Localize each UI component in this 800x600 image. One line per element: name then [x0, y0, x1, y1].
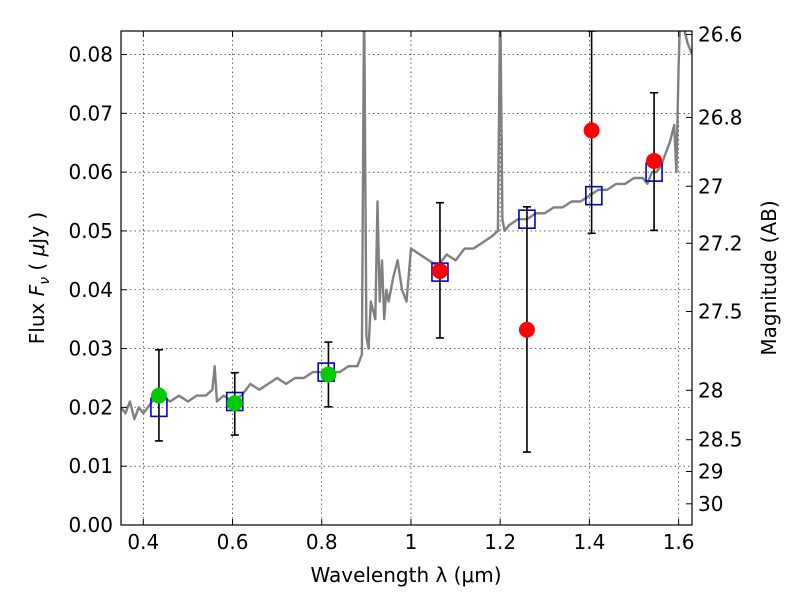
y-tick-label: 0.03: [68, 337, 113, 361]
right-tick-label: 26.8: [698, 105, 743, 129]
right-tick-label: 26.6: [698, 23, 743, 47]
x-tick-label: 1.4: [573, 530, 605, 554]
y-axis-label-left: Flux Fν ( μJy ): [25, 212, 53, 344]
right-tick-label: 29: [698, 459, 723, 483]
right-tick-label: 27.5: [698, 300, 743, 324]
right-tick-label: 30: [698, 492, 723, 516]
y-tick-label: 0.05: [68, 219, 113, 243]
y-axis-label-right: Magnitude (AB): [757, 200, 781, 355]
x-axis-label: Wavelength λ (μm): [310, 563, 501, 587]
y-tick-label: 0.06: [68, 160, 113, 184]
spectrum-line: [121, 31, 692, 421]
y-tick-label: 0.00: [68, 513, 113, 537]
x-tick-label: 1.6: [663, 530, 695, 554]
x-tick-label: 0.4: [127, 530, 159, 554]
data-point: [646, 152, 663, 169]
data-point: [518, 321, 535, 338]
right-tick-label: 28.5: [698, 428, 743, 452]
data-point: [320, 366, 337, 383]
y-tick-label: 0.07: [68, 101, 113, 125]
data-point: [226, 395, 243, 412]
tick-layer: 0.4 0.6 0.8 1 1.2 1.4 1.6 0.00 0.01 0.02 0.03 0.04 0…: [68, 23, 742, 554]
data-point: [583, 122, 600, 139]
right-tick-label: 27: [698, 174, 723, 198]
x-tick-label: 0.8: [306, 530, 338, 554]
data-point: [431, 262, 448, 279]
y-tick-label: 0.01: [68, 454, 113, 478]
x-tick-label: 0.6: [217, 530, 249, 554]
right-tick-label: 28: [698, 378, 723, 402]
data-point: [150, 387, 167, 404]
model-square: [585, 185, 603, 206]
grid-layer: [121, 31, 692, 526]
plot-frame: [120, 30, 693, 526]
y-tick-label: 0.02: [68, 395, 113, 419]
data-layer: [121, 31, 692, 453]
x-tick-label: 1: [405, 530, 418, 554]
x-tick-label: 1.2: [484, 530, 516, 554]
y-tick-label: 0.08: [68, 43, 113, 67]
y-tick-label: 0.04: [68, 278, 113, 302]
right-tick-label: 27.2: [698, 231, 743, 255]
